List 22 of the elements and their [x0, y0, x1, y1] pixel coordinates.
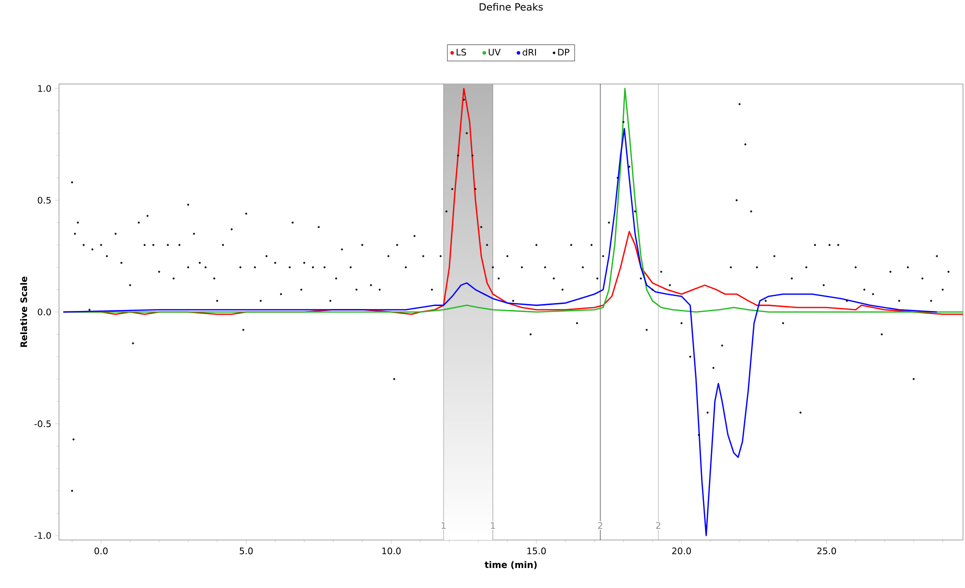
y-tick-label: 1.0	[38, 85, 51, 92]
legend-label: dRI	[522, 48, 536, 56]
annotation: 1	[491, 522, 495, 529]
legend-label: LS	[456, 48, 466, 56]
legend-label: UV	[488, 48, 501, 56]
annotation: 2	[656, 522, 660, 529]
x-tick-label: 0.0	[94, 548, 108, 554]
annotation: 2	[598, 522, 602, 529]
x-tick-label: 25.0	[817, 548, 836, 554]
y-axis-title: Relative Scale	[20, 276, 28, 347]
y-tick-label: -1.0	[34, 532, 51, 539]
chart-title: Define Peaks	[480, 2, 543, 11]
x-axis-title: time (min)	[484, 561, 537, 570]
x-tick-label: 20.0	[672, 548, 691, 554]
x-tick-label: 5.0	[240, 548, 253, 554]
legend-label: DP	[558, 48, 570, 56]
y-tick-label: 0.5	[38, 196, 51, 204]
x-tick-label: 10.0	[382, 548, 401, 554]
y-tick-label: -0.5	[34, 420, 51, 428]
annotation: 1	[442, 522, 446, 529]
x-tick-label: 15.0	[527, 548, 546, 554]
y-tick-label: 0.0	[38, 308, 51, 316]
